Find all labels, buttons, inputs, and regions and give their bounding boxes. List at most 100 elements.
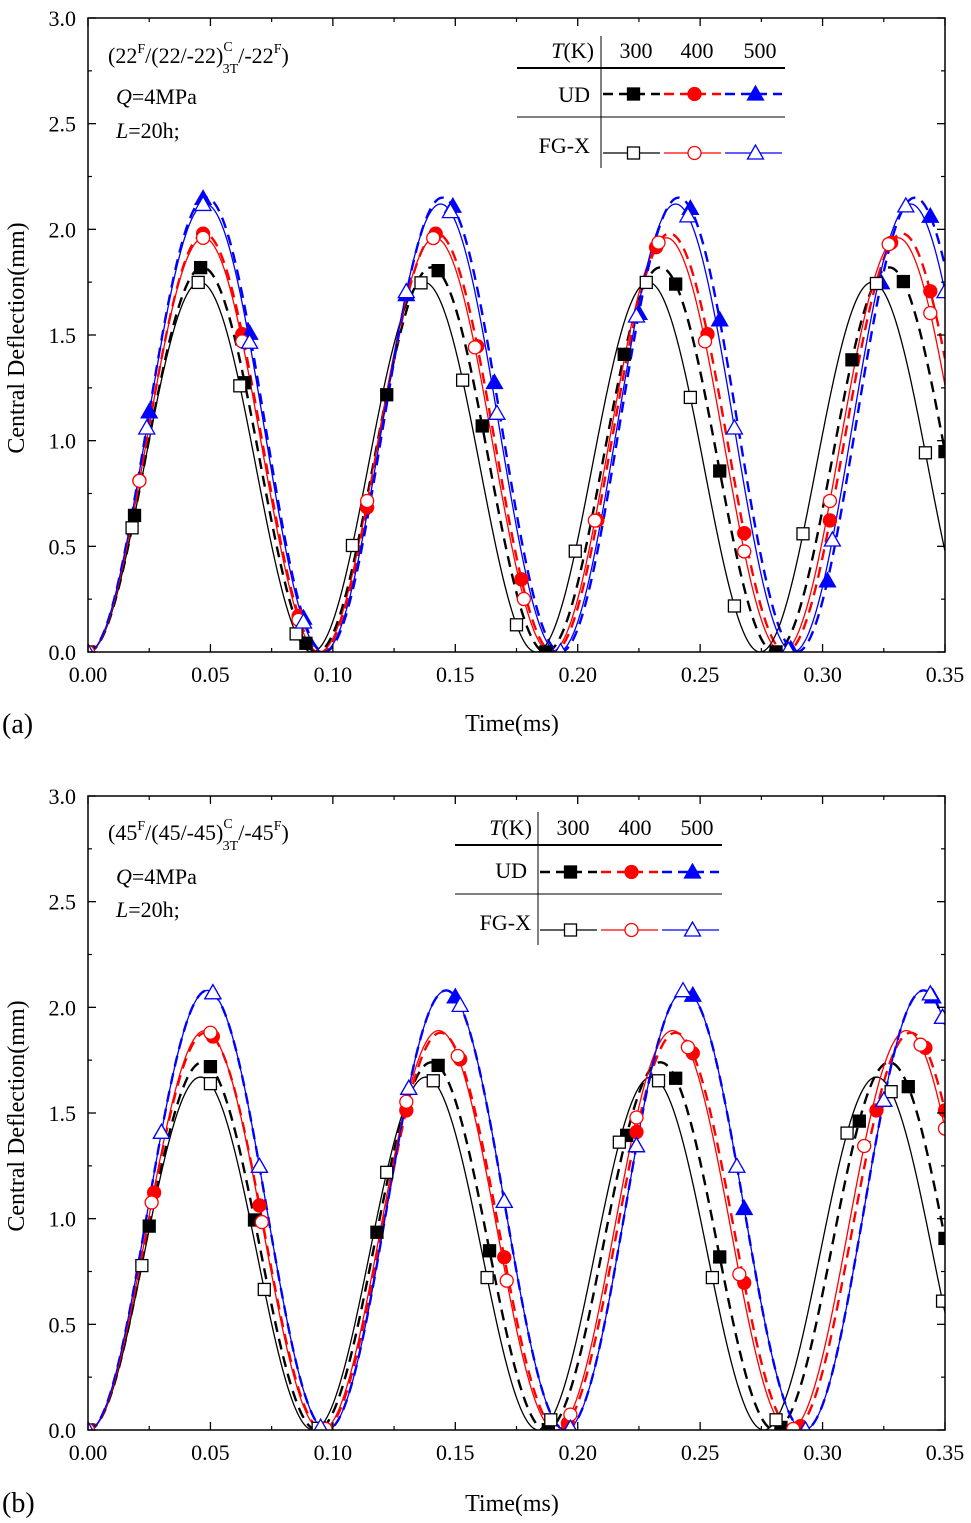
panel-a-x-tick-label: 0.25 [681, 662, 720, 687]
panel-b-marker-fgx-500 [250, 1156, 269, 1173]
panel-b-y-tick-label: 3.0 [49, 784, 77, 809]
panel-a-annotation: (22F/(22/-22)C 3T/-22F) Q=4MPa L=20h; [108, 40, 289, 143]
panel-a-marker-ud-400 [737, 525, 752, 541]
panel-a-marker-fgx-300 [639, 275, 653, 290]
panel-b-marker-fgx-500 [800, 1420, 811, 1430]
panel-a-marker-ud-500 [140, 402, 159, 419]
panel-b-marker-ud-400 [937, 1103, 945, 1118]
panel-a-legend-header: T(K) [551, 38, 594, 63]
panel-a-marker-fgx-400 [467, 340, 483, 355]
panel-a-marker-ud-400 [923, 284, 938, 299]
panel-a-marker-ud-300 [938, 444, 945, 459]
panel-a-y-tick-label: 1.0 [49, 429, 77, 454]
panel-a-series-line-ud-300 [88, 266, 945, 652]
panel-b-x-axis-label: Time(ms) [465, 1491, 559, 1517]
panel-a-marker-fgx-400 [516, 591, 531, 607]
panel-a-marker-fgx-300 [918, 446, 933, 460]
panel-b-marker-fgx-300 [612, 1135, 626, 1149]
panel-a-layup: (22F/(22/-22)C 3T/-22F) [108, 40, 289, 77]
panel-a-legend-marker-ud-300 [626, 87, 641, 101]
panel-b-y-axis-label: Central Deflection(mm) [4, 1000, 30, 1231]
panel-b-x-tick-label: 0.05 [191, 1440, 230, 1465]
panel-b-marker-fgx-300 [203, 1076, 218, 1091]
panel-a-marker-fgx-500 [487, 404, 507, 420]
panel-a-marker-fgx-300 [191, 275, 205, 290]
panel-a-marker-ud-400 [514, 572, 529, 587]
panel-b-y-tick-label: 0.0 [49, 1418, 77, 1443]
panel-a-x-tick-label: 0.35 [926, 662, 965, 687]
panel-a-marker-fgx-500 [193, 195, 213, 212]
panel-b-marker-fgx-400 [499, 1273, 514, 1288]
panel-a-marker-ud-300 [431, 263, 445, 278]
panel-a-marker-fgx-400 [737, 544, 752, 559]
panel-a-legend-fgx-label: FG-X [539, 133, 590, 158]
panel-a-marker-fgx-300 [414, 276, 428, 290]
panel-a-marker-fgx-300 [869, 276, 884, 291]
panel-a-marker-fgx-500 [294, 612, 313, 629]
panel-b-x-tick-label: 0.25 [681, 1440, 720, 1465]
panel-a-marker-fgx-500 [88, 642, 94, 652]
panel-a-y-axis-label: Central Deflection(mm) [4, 222, 30, 453]
panel-b-marker-fgx-500 [673, 981, 693, 998]
panel-b-marker-fgx-400 [732, 1267, 747, 1282]
panel-b-x-tick-label: 0.20 [558, 1440, 597, 1465]
panel-a-length: L=20h; [115, 118, 180, 143]
panel-b-y-tick-label: 0.5 [49, 1312, 77, 1337]
panel-b-marker-fgx-400 [937, 1121, 945, 1136]
panel-a-legend: T(K) 300 400 500 UD FG-X [517, 36, 785, 168]
panel-b-marker-fgx-500 [564, 1418, 577, 1430]
panel-b-length: L=20h; [115, 897, 180, 922]
panel-b-marker-fgx-300 [705, 1270, 720, 1285]
panel-b-marker-fgx-400 [144, 1195, 159, 1210]
panel-b-y-tick-label: 1.0 [49, 1207, 77, 1232]
panel-b-marker-fgx-400 [254, 1214, 269, 1230]
panel-a-marker-ud-300 [380, 388, 394, 402]
panel-a-marker-fgx-300 [509, 618, 524, 632]
panel-a-load: Q=4MPa [116, 84, 197, 109]
panel-a-y-tick-label: 2.0 [49, 217, 77, 242]
panel-a-marker-fgx-500 [725, 418, 744, 435]
panel-b-marker-ud-300 [901, 1080, 915, 1094]
panel-b-marker-fgx-300 [935, 1294, 945, 1308]
panel-a-marker-fgx-400 [426, 230, 441, 246]
panel-b-marker-fgx-500 [921, 984, 940, 1001]
panel-a-marker-fgx-500 [397, 282, 416, 299]
panel-b-marker-ud-300 [370, 1225, 384, 1239]
panel-a-marker-fgx-400 [587, 513, 603, 528]
panel-a-marker-ud-300 [299, 636, 313, 650]
panel-b-x-tick-label: 0.10 [314, 1440, 353, 1465]
panel-a-marker-fgx-500 [935, 282, 945, 299]
panel-b-marker-fgx-400 [399, 1094, 414, 1109]
panel-b-marker-fgx-500 [874, 1091, 893, 1107]
panel-a-marker-fgx-400 [132, 473, 147, 489]
panel-b-y-tick-label: 1.5 [49, 1101, 77, 1126]
panel-b-legend-temp-500: 500 [681, 815, 714, 840]
panel-a-legend-marker-ud-400 [687, 86, 702, 102]
panel-a-x-axis-label: Time(ms) [465, 711, 559, 737]
panel-b-y-tick-label: 2.5 [49, 890, 77, 915]
panel-a-marker-fgx-300 [345, 538, 360, 553]
panel-b-marker-fgx-400 [786, 1421, 801, 1430]
panel-b-legend-marker-fgx-400 [624, 922, 639, 938]
panel-a-series-line-ud-400 [88, 232, 945, 652]
panel-a-legend-marker-fgx-400 [687, 145, 702, 161]
panel-a-marker-fgx-400 [822, 493, 838, 509]
panel-a-marker-fgx-500 [554, 642, 567, 652]
panel-b-load: Q=4MPa [116, 864, 197, 889]
panel-b-marker-fgx-500 [88, 1420, 94, 1430]
panel-a-marker-fgx-300 [727, 599, 742, 613]
panel-b-marker-ud-400 [252, 1198, 267, 1213]
panel-a-series-line-fgx-500 [88, 203, 945, 652]
panel-a-marker-fgx-300 [289, 627, 303, 641]
panel-b-marker-fgx-400 [680, 1040, 696, 1055]
panel-a-marker-ud-300 [617, 347, 631, 362]
panel-b-y-tick-label: 2.0 [49, 995, 77, 1020]
panel-a-series-line-ud-500 [88, 196, 945, 652]
panel-b-marker-ud-300 [713, 1250, 727, 1264]
panel-a-marker-ud-300 [127, 508, 142, 523]
panel-b-x-tick-label: 0.30 [803, 1440, 842, 1465]
panel-b-legend: T(K) 300 400 500 UD FG-X [455, 812, 722, 945]
panel-a-marker-fgx-500 [823, 530, 842, 547]
panel-b-marker-fgx-500 [933, 1007, 945, 1024]
panel-a-legend-marker-fgx-500 [746, 143, 765, 160]
